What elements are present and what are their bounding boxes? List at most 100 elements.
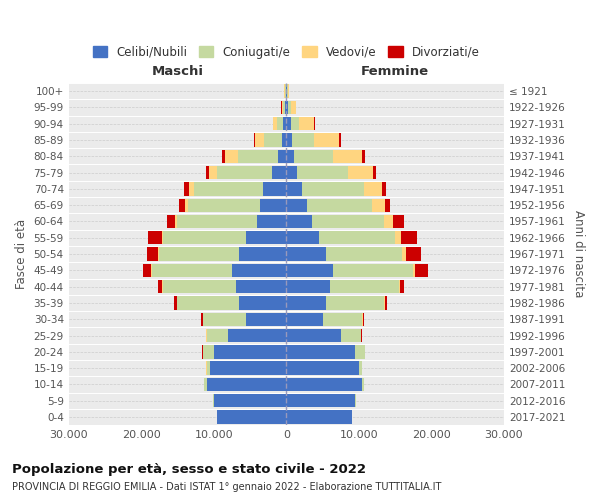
Bar [286, 394, 355, 407]
Bar [286, 345, 355, 358]
Bar [178, 215, 257, 228]
Bar [185, 198, 188, 212]
Bar [178, 296, 239, 310]
Bar [160, 248, 239, 260]
Bar [247, 231, 286, 244]
Bar [232, 264, 286, 277]
Bar [286, 329, 341, 342]
Bar [163, 280, 236, 293]
Bar [286, 296, 326, 310]
Bar [285, 101, 286, 114]
Bar [393, 215, 404, 228]
Bar [175, 215, 178, 228]
Bar [263, 182, 286, 196]
Bar [255, 134, 264, 146]
Bar [286, 117, 290, 130]
Bar [228, 329, 286, 342]
Bar [373, 166, 376, 179]
Bar [206, 329, 228, 342]
Bar [214, 394, 286, 407]
Bar [148, 231, 161, 244]
Bar [224, 150, 238, 163]
Bar [158, 248, 160, 260]
Bar [413, 264, 415, 277]
Bar [203, 345, 214, 358]
Bar [286, 410, 352, 424]
Bar [288, 84, 289, 98]
Bar [286, 312, 323, 326]
Bar [286, 166, 297, 179]
Bar [293, 150, 334, 163]
Bar [213, 394, 214, 407]
Bar [272, 166, 286, 179]
Bar [277, 117, 283, 130]
Bar [286, 231, 319, 244]
Text: Maschi: Maschi [151, 65, 203, 78]
Bar [203, 312, 247, 326]
Bar [341, 329, 361, 342]
Bar [384, 296, 385, 310]
Bar [286, 248, 326, 260]
Bar [334, 264, 413, 277]
Bar [384, 215, 393, 228]
Bar [214, 345, 286, 358]
Bar [287, 84, 288, 98]
Bar [206, 378, 286, 391]
Bar [359, 362, 362, 375]
Bar [348, 166, 373, 179]
Bar [217, 410, 286, 424]
Bar [372, 198, 385, 212]
Bar [399, 280, 400, 293]
Bar [382, 182, 386, 196]
Bar [254, 134, 255, 146]
Bar [158, 280, 163, 293]
Text: PROVINCIA DI REGGIO EMILIA - Dati ISTAT 1° gennaio 2022 - Elaborazione TUTTITALI: PROVINCIA DI REGGIO EMILIA - Dati ISTAT … [12, 482, 442, 492]
Bar [319, 231, 395, 244]
Bar [206, 166, 209, 179]
Bar [163, 231, 247, 244]
Bar [307, 198, 372, 212]
Bar [238, 150, 278, 163]
Bar [285, 84, 286, 98]
Bar [326, 248, 403, 260]
Bar [415, 264, 428, 277]
Bar [406, 248, 421, 260]
Bar [286, 182, 302, 196]
Bar [167, 215, 175, 228]
Bar [210, 362, 286, 375]
Bar [223, 150, 224, 163]
Bar [283, 117, 286, 130]
Bar [385, 198, 390, 212]
Bar [174, 296, 177, 310]
Bar [206, 362, 210, 375]
Bar [286, 280, 330, 293]
Bar [292, 101, 296, 114]
Bar [302, 182, 364, 196]
Bar [286, 198, 307, 212]
Bar [152, 264, 232, 277]
Bar [297, 166, 348, 179]
Bar [362, 378, 364, 391]
Bar [286, 101, 289, 114]
Bar [330, 280, 399, 293]
Bar [151, 264, 152, 277]
Bar [400, 280, 404, 293]
Bar [363, 312, 364, 326]
Bar [292, 134, 314, 146]
Bar [286, 362, 359, 375]
Bar [361, 329, 362, 342]
Bar [362, 150, 365, 163]
Bar [189, 182, 194, 196]
Bar [264, 134, 282, 146]
Bar [286, 150, 293, 163]
Bar [311, 215, 384, 228]
Bar [286, 264, 334, 277]
Bar [283, 101, 285, 114]
Bar [299, 117, 314, 130]
Bar [395, 231, 401, 244]
Bar [364, 182, 382, 196]
Bar [205, 378, 206, 391]
Y-axis label: Anni di nascita: Anni di nascita [572, 210, 585, 298]
Bar [281, 101, 283, 114]
Bar [239, 248, 286, 260]
